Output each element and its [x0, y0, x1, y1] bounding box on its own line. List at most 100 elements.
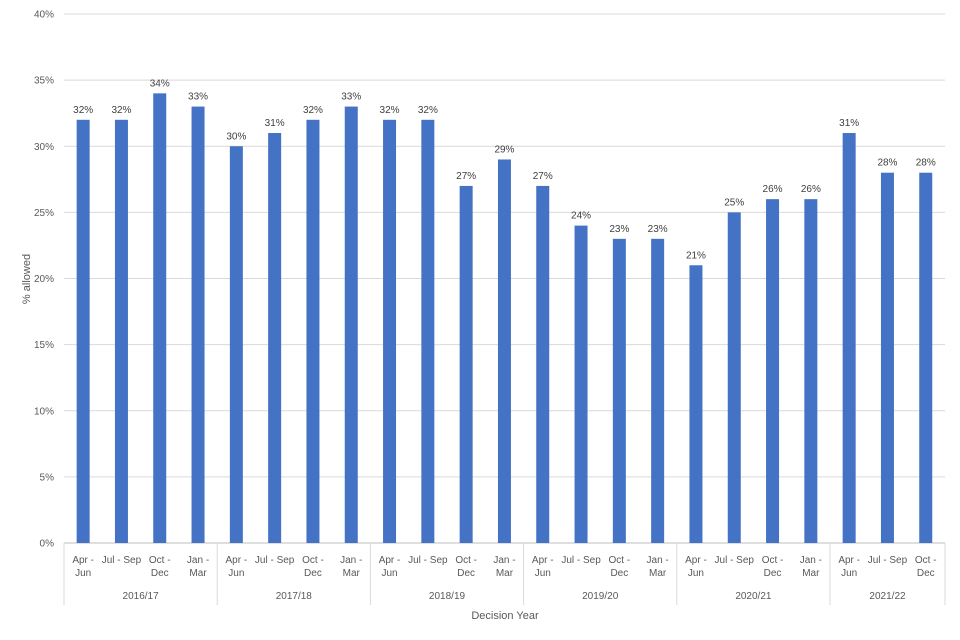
bar: [306, 119, 320, 544]
x-tick-label: Jul - Sep: [715, 555, 755, 566]
bar: [114, 119, 128, 544]
data-label: 34%: [150, 78, 170, 89]
x-tick-label: Apr -: [685, 555, 707, 566]
data-label: 23%: [648, 224, 668, 235]
x-tick-label: Mar: [649, 568, 667, 579]
y-tick-label: 5%: [40, 472, 55, 483]
y-tick-label: 35%: [34, 76, 54, 87]
bar: [842, 133, 856, 543]
data-label: 28%: [877, 158, 897, 169]
x-tick-label: Jul - Sep: [102, 555, 142, 566]
data-label: 32%: [73, 105, 93, 116]
x-tick-label: Dec: [764, 568, 782, 579]
data-label: 31%: [839, 118, 859, 129]
x-tick-label: Jun: [535, 568, 551, 579]
bar: [574, 225, 588, 543]
y-axis-title: % allowed: [21, 254, 33, 304]
bar: [229, 146, 243, 543]
x-tick-label: Jan -: [187, 555, 209, 566]
bar: [804, 199, 818, 543]
x-tick-label: Jan -: [647, 555, 669, 566]
bar: [76, 119, 90, 544]
x-tick-label: Apr -: [838, 555, 860, 566]
x-tick-label: Jul - Sep: [255, 555, 295, 566]
x-tick-label: Oct -: [455, 555, 477, 566]
x-axis-title: Decision Year: [471, 610, 539, 622]
bar: [344, 106, 358, 543]
x-tick-label: Dec: [917, 568, 935, 579]
x-tick-label: Jun: [228, 568, 244, 579]
x-group-label: 2021/22: [869, 591, 906, 602]
data-label: 28%: [916, 158, 936, 169]
y-tick-label: 30%: [34, 142, 54, 153]
x-group-label: 2017/18: [276, 591, 313, 602]
data-label: 32%: [380, 105, 400, 116]
data-label: 26%: [801, 184, 821, 195]
x-tick-label: Oct -: [762, 555, 784, 566]
y-tick-label: 15%: [34, 340, 54, 351]
data-label: 21%: [686, 250, 706, 261]
data-label: 32%: [418, 105, 438, 116]
data-label: 24%: [571, 211, 591, 222]
x-tick-label: Jan -: [340, 555, 362, 566]
x-tick-label: Apr -: [532, 555, 554, 566]
data-label: 29%: [494, 144, 514, 155]
x-group-label: 2020/21: [735, 591, 772, 602]
data-label: 26%: [763, 184, 783, 195]
x-tick-label: Apr -: [226, 555, 248, 566]
x-tick-label: Oct -: [149, 555, 171, 566]
x-tick-label: Jun: [381, 568, 397, 579]
bar: [689, 265, 703, 543]
y-tick-label: 40%: [34, 10, 54, 21]
x-tick-label: Jul - Sep: [408, 555, 448, 566]
x-tick-label: Dec: [304, 568, 322, 579]
bar: [727, 212, 741, 543]
data-label: 30%: [226, 131, 246, 142]
x-tick-label: Jun: [688, 568, 704, 579]
data-label: 23%: [609, 224, 629, 235]
x-group-label: 2019/20: [582, 591, 619, 602]
x-tick-label: Oct -: [609, 555, 631, 566]
data-label: 25%: [724, 197, 744, 208]
x-tick-label: Apr -: [72, 555, 94, 566]
x-tick-label: Jan -: [800, 555, 822, 566]
x-tick-label: Apr -: [379, 555, 401, 566]
bar: [880, 172, 894, 543]
x-group-label: 2018/19: [429, 591, 466, 602]
data-label: 32%: [303, 105, 323, 116]
x-tick-label: Dec: [151, 568, 169, 579]
bar: [383, 119, 397, 544]
data-label: 27%: [456, 171, 476, 182]
bar: [153, 93, 167, 543]
x-tick-label: Jun: [841, 568, 857, 579]
data-label: 27%: [533, 171, 553, 182]
x-tick-label: Jun: [75, 568, 91, 579]
y-tick-label: 10%: [34, 406, 54, 417]
x-tick-label: Oct -: [302, 555, 324, 566]
bar: [536, 185, 550, 544]
x-tick-label: Dec: [610, 568, 628, 579]
y-tick-label: 20%: [34, 274, 54, 285]
data-label: 32%: [111, 105, 131, 116]
x-tick-label: Mar: [343, 568, 361, 579]
data-label: 33%: [188, 92, 208, 103]
bar: [651, 238, 665, 543]
x-tick-label: Jul - Sep: [868, 555, 908, 566]
bar: [459, 185, 473, 544]
y-tick-label: 25%: [34, 208, 54, 219]
data-label: 31%: [265, 118, 285, 129]
x-group-label: 2016/17: [123, 591, 160, 602]
x-tick-label: Jul - Sep: [561, 555, 601, 566]
x-tick-label: Jan -: [493, 555, 515, 566]
x-tick-label: Mar: [496, 568, 514, 579]
bar: [191, 106, 205, 543]
bar: [268, 133, 282, 543]
x-tick-label: Dec: [457, 568, 475, 579]
data-label: 33%: [341, 92, 361, 103]
x-tick-label: Mar: [189, 568, 207, 579]
x-tick-label: Mar: [802, 568, 820, 579]
bar: [766, 199, 780, 543]
bar: [497, 159, 511, 543]
bar: [612, 238, 626, 543]
